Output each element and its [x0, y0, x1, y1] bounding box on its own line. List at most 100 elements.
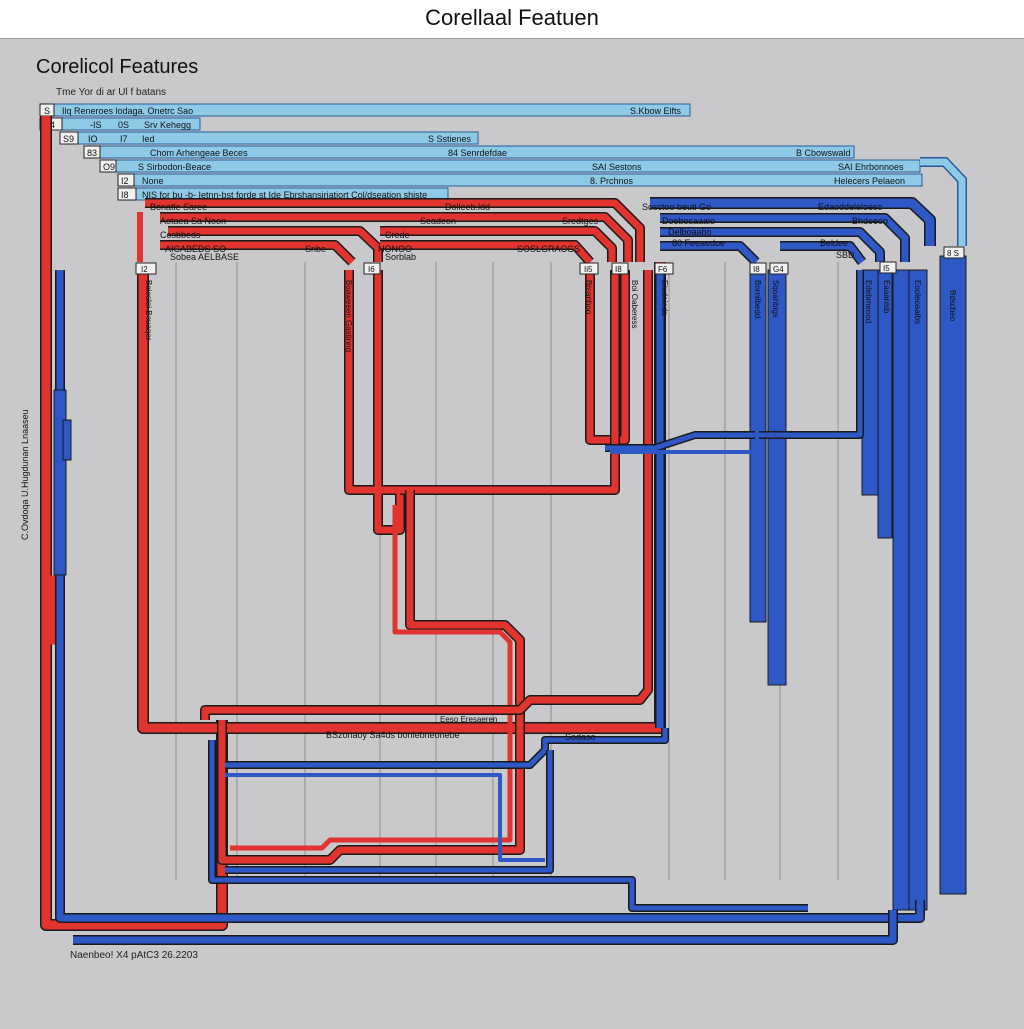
blue-column: [908, 269, 928, 911]
blue-label: Doebosaaaio: [662, 216, 715, 226]
column-tag: Ii5: [584, 265, 593, 274]
red-label: Sobea AELBASE: [170, 252, 239, 262]
diagram-footer: Naenbeo! X4 pAtC3 26.2203: [70, 950, 198, 961]
column-tag: 8 S: [947, 249, 959, 258]
column-label: Eooleoaalbs: [913, 280, 922, 324]
column-tag-box: [135, 262, 157, 275]
red-label: Seadeon: [420, 216, 456, 226]
bar-code: I8: [121, 190, 129, 200]
red-label: AICABEDS SO: [165, 244, 226, 254]
blue-column: [892, 269, 910, 911]
bar-left-label: Ied: [142, 134, 155, 144]
red-wire: [160, 241, 355, 265]
bar-left-label: NIS for bu -b- Ietnn-bst forde st Ide Eb…: [142, 190, 427, 200]
column-tag: I5: [883, 264, 890, 273]
blue-label: Delboaabo: [668, 227, 712, 237]
bar-left-label: Srv Kehegg: [144, 120, 191, 130]
red-wire: [201, 270, 652, 720]
bar-mid-label: 8. Prchnos: [590, 176, 634, 186]
blue-wire: [55, 270, 925, 923]
column-label: Sqoanbigs: [771, 280, 780, 318]
diagram-canvas: Corelicol Features Tme Yor di ar Ul f ba…: [0, 39, 1024, 1024]
header-bars: S Ilq Reneroes lodaga. Onetrc Sao S.Kbow…: [39, 103, 923, 201]
red-wire: [380, 227, 616, 262]
center-label: BSzonaoy Sa4ds bonlebneonebe: [326, 730, 460, 740]
column-tags: I2 I6 Ii5 I8 F6 I8 G4 I5 8 S: [135, 246, 965, 275]
diagram-subheading: Tme Yor di ar Ul f batans: [56, 87, 166, 98]
blue-wire: [56, 270, 924, 922]
bar-sub: -IS: [90, 120, 102, 130]
bar-right-label: SAI Ehrbonnoes: [838, 162, 904, 172]
bar-sub: IO: [88, 134, 98, 144]
center-label: Eeso Eresaeren: [440, 715, 497, 724]
red-wire: [218, 490, 524, 864]
code-box: [83, 145, 101, 159]
column-tag-box: [943, 246, 965, 259]
column-tag-box: [769, 262, 789, 275]
column-tag: I2: [141, 265, 148, 274]
red-label: Bonatle Saree: [150, 202, 207, 212]
left-axis-label: C.Ovdoqa U.Hugdunan Lnaaseu: [20, 409, 30, 540]
column-label: Brcanboo: [584, 280, 593, 315]
blue-labels: Sosctoo beuti Go Edaoddeleloeso Doebosaa…: [642, 202, 888, 260]
bar-code: 83: [87, 148, 97, 158]
bar-right-label: B Cbowswald: [796, 148, 851, 158]
blue-wire: [73, 910, 897, 944]
red-wire: [168, 227, 382, 262]
red-label: Snbe: [305, 244, 326, 254]
blue-wire: [660, 228, 884, 262]
red-wire: [217, 490, 525, 865]
code-box: [117, 173, 135, 187]
column-tag-box: [749, 262, 767, 275]
blue-wire: [660, 214, 909, 262]
column-label: Bornilbedd: [753, 280, 762, 318]
column-label: Eaaanlsb: [882, 280, 891, 314]
column-labels: Boieslei Bouaqer Boaweeen Gastinng Brcan…: [144, 280, 957, 352]
blue-wire: [610, 270, 759, 454]
column-tag-box: [879, 261, 897, 274]
blue-label: Beldee: [820, 238, 848, 248]
red-wire: [145, 199, 644, 262]
red-label: Dolleeb.ldd: [445, 202, 490, 212]
blue-column: [767, 269, 787, 686]
column-label: Boaweeen Gastinng: [344, 280, 353, 352]
bar-code: I2: [121, 176, 129, 186]
bar-right-label: S.Kbow Elfts: [630, 106, 682, 116]
blue-wires: [53, 197, 967, 945]
blue-wire: [225, 750, 553, 873]
blue-column: [53, 389, 67, 576]
blue-label: SBD: [836, 250, 855, 260]
blue-label: Bhdeeoo: [852, 216, 888, 226]
blue-wire: [660, 242, 759, 265]
red-label: SOSLGRACGS: [517, 244, 580, 254]
column-tag-box: [579, 262, 599, 275]
bar-right-label: S Sstienes: [428, 134, 472, 144]
column-tag: I8: [753, 265, 760, 274]
bar-right-label: Helecers Pelaeon: [834, 176, 905, 186]
red-wire: [160, 213, 632, 262]
bar-code: S9: [63, 134, 74, 144]
column-tag-box: [611, 262, 629, 275]
red-wire: [380, 241, 593, 265]
light-blue-connector: [920, 158, 966, 246]
red-label: Crede: [385, 230, 410, 240]
red-wire: [400, 270, 619, 494]
bar-left-label: Ilq Reneroes lodaga. Onetrc Sao: [62, 106, 193, 116]
bar-code2: 0S: [118, 120, 129, 130]
bar-6: [117, 173, 923, 187]
blue-wire: [225, 773, 545, 862]
window-title: Corellaal Featuen: [425, 5, 599, 30]
bar-left-label: None: [142, 176, 164, 186]
red-label: NONOO: [378, 244, 412, 254]
blue-column: [62, 419, 72, 461]
red-wire: [230, 505, 513, 851]
center-label: Sodaso: [565, 732, 596, 742]
column-tag-box: [363, 262, 381, 275]
red-label: Sredtges: [562, 216, 599, 226]
column-label: Bdscbeo: [948, 290, 957, 322]
blue-label: Sosctoo beuti Go: [642, 202, 711, 212]
column-tag-box: [654, 262, 674, 275]
code-box: [117, 187, 137, 201]
column-label: Boi Oaberess: [630, 280, 639, 328]
code-box: [99, 159, 117, 173]
